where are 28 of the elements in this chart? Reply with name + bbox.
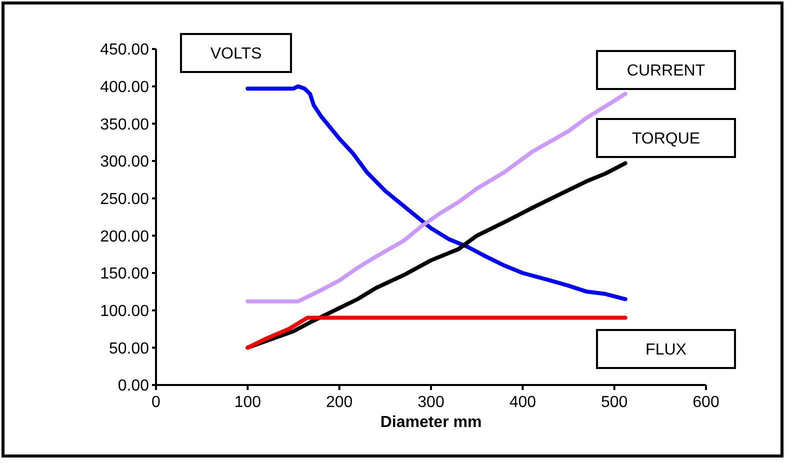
series-label: TORQUE (632, 130, 700, 148)
y-tick-label: 150.00 (100, 266, 150, 283)
y-tick-label: 0.00 (118, 378, 150, 395)
y-tick-label: 50.00 (108, 340, 150, 358)
y-tick-label: 200.00 (100, 228, 150, 246)
line-series (246, 316, 628, 350)
y-tick-label: 100.00 (100, 302, 150, 320)
series-label: FLUX (646, 342, 687, 359)
series-label: CURRENT (626, 62, 706, 80)
y-tick-label: 250.00 (100, 190, 150, 208)
x-tick-label: 300 (418, 394, 444, 411)
y-tick-label: 300.00 (100, 154, 150, 171)
y-tick-label: 400.00 (100, 78, 150, 96)
name-box: CURRENT (596, 50, 736, 90)
x-tick-label: 100 (234, 394, 262, 411)
x-tick-label: 600 (692, 394, 720, 411)
series-label: VOLTS (210, 46, 262, 63)
x-tick-label: 0 (152, 394, 161, 411)
name-box: TORQUE (596, 118, 736, 158)
y-tick-label: 450.00 (100, 42, 150, 59)
x-tick-label: 200 (326, 394, 353, 411)
line-series (246, 161, 628, 350)
x-axis-title: Diameter mm (380, 414, 482, 431)
x-tick-label: 400 (509, 394, 536, 411)
name-box: FLUX (596, 329, 736, 369)
x-tick-label: 500 (600, 394, 628, 411)
name-box: VOLTS (180, 33, 292, 73)
y-tick-label: 350.00 (100, 116, 150, 134)
